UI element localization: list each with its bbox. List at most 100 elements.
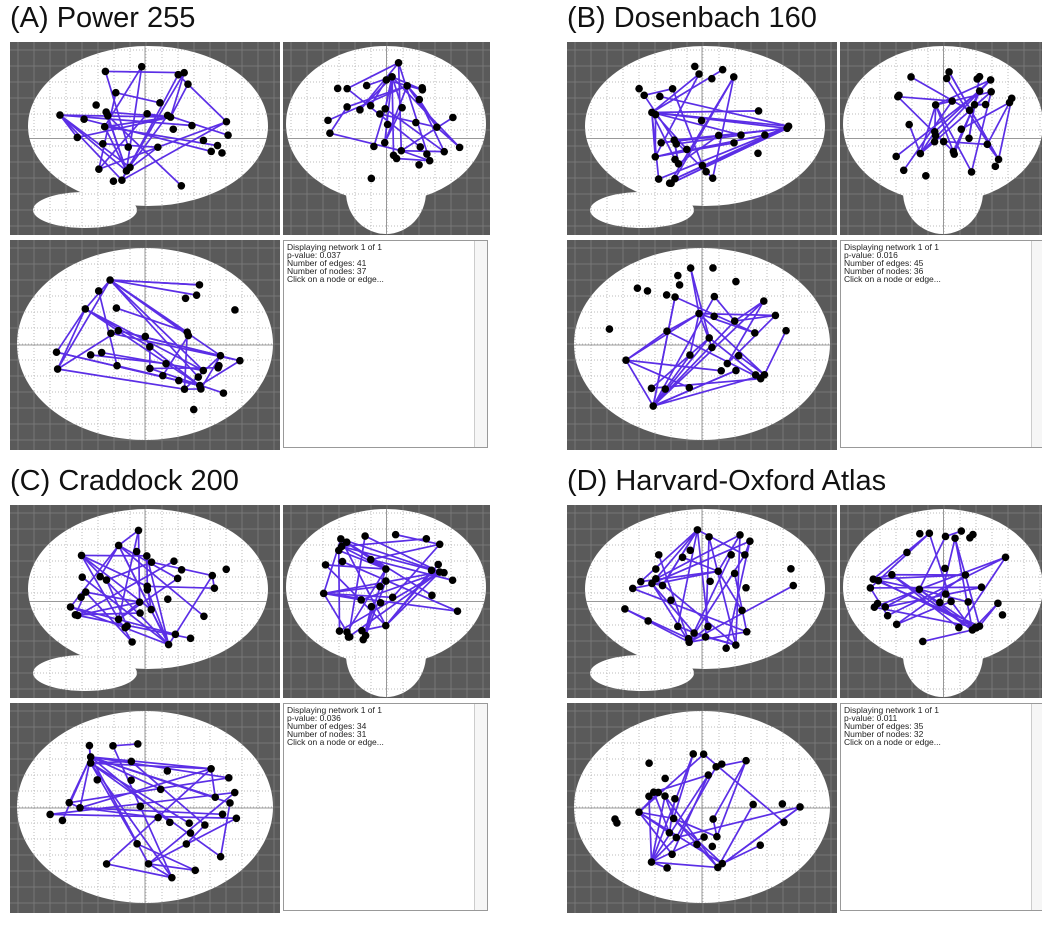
network-node — [687, 264, 695, 272]
network-node — [166, 819, 174, 827]
network-node — [724, 360, 732, 368]
network-node — [233, 814, 241, 822]
network-node — [133, 548, 141, 556]
network-node — [936, 599, 944, 607]
network-node — [118, 176, 126, 184]
network-node — [143, 110, 151, 118]
network-node — [226, 799, 234, 807]
network-node — [789, 582, 797, 590]
network-node — [940, 138, 948, 146]
network-node — [107, 330, 115, 338]
network-node — [699, 162, 707, 170]
network-node — [440, 148, 448, 156]
network-node — [113, 362, 121, 370]
network-node — [194, 373, 202, 381]
network-node — [115, 327, 123, 335]
network-node — [138, 63, 146, 71]
network-node — [358, 627, 366, 635]
network-node — [674, 623, 682, 631]
network-node — [635, 85, 643, 93]
network-node — [370, 143, 378, 151]
network-node — [156, 99, 164, 107]
network-node — [782, 327, 790, 335]
network-node — [65, 799, 73, 807]
network-node — [343, 85, 351, 93]
network-node — [978, 583, 986, 591]
network-node — [962, 571, 970, 579]
network-node — [86, 742, 94, 750]
network-node — [415, 161, 423, 169]
network-node — [339, 558, 347, 566]
network-node — [667, 596, 675, 604]
network-node — [645, 792, 653, 800]
network-node — [743, 628, 751, 636]
network-node — [613, 819, 621, 827]
network-node — [987, 76, 995, 84]
network-node — [96, 573, 104, 581]
network-node — [709, 174, 717, 182]
network-node — [164, 767, 172, 775]
network-node — [72, 611, 80, 619]
network-node — [874, 600, 882, 608]
network-node — [102, 108, 110, 116]
network-edge — [150, 368, 218, 369]
network-node — [672, 140, 680, 148]
network-node — [634, 284, 642, 292]
network-node — [903, 549, 911, 557]
network-node — [1002, 553, 1010, 561]
network-node — [67, 603, 75, 611]
network-node — [363, 82, 371, 90]
network-node — [941, 565, 949, 573]
network-node — [416, 143, 424, 151]
network-node — [669, 85, 677, 93]
network-node — [180, 69, 188, 77]
network-node — [357, 596, 365, 604]
network-node — [185, 332, 193, 340]
network-node — [381, 105, 389, 113]
network-node — [727, 551, 735, 559]
network-node — [654, 789, 662, 797]
network-node — [761, 371, 769, 379]
network-node — [942, 533, 950, 541]
network-node — [223, 118, 231, 126]
brain-view — [567, 505, 837, 698]
network-node — [112, 89, 120, 97]
network-node — [659, 582, 667, 590]
network-node — [671, 293, 679, 301]
network-node — [704, 623, 712, 631]
network-node — [135, 527, 143, 535]
network-node — [99, 140, 107, 148]
network-node — [984, 141, 992, 149]
network-node — [197, 385, 205, 393]
network-node — [188, 122, 196, 130]
network-node — [919, 638, 927, 646]
network-node — [752, 371, 760, 379]
network-node — [686, 384, 694, 392]
network-node — [87, 759, 95, 767]
network-node — [695, 310, 703, 318]
network-node — [995, 156, 1003, 164]
network-node — [666, 829, 674, 837]
network-node — [231, 306, 239, 314]
network-node — [714, 567, 722, 575]
network-node — [423, 535, 431, 543]
network-node — [785, 122, 793, 130]
network-node — [398, 104, 406, 112]
network-node — [742, 584, 750, 592]
network-node — [756, 841, 764, 849]
network-node — [412, 119, 420, 127]
network-node — [200, 137, 208, 145]
network-node — [732, 278, 740, 286]
network-node — [994, 600, 1002, 608]
network-node — [948, 97, 956, 105]
network-node — [922, 172, 930, 180]
network-node — [196, 281, 204, 289]
network-node — [730, 139, 738, 147]
network-node — [95, 165, 103, 173]
network-node — [652, 111, 660, 119]
network-node — [383, 76, 391, 84]
brain-view — [567, 703, 837, 913]
brain-view — [10, 240, 280, 450]
network-node — [713, 833, 721, 841]
network-node — [172, 631, 180, 639]
